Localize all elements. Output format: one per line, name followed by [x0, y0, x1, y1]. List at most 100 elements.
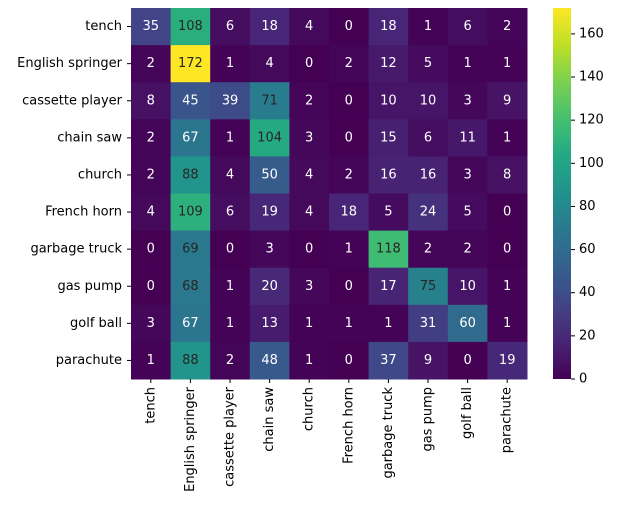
cell-value-label: 2 — [147, 56, 155, 71]
heatmap-cell — [368, 119, 409, 157]
heatmap-cell — [210, 267, 251, 306]
y-tick-label: golf ball — [70, 316, 122, 331]
heatmap-cell — [249, 341, 290, 380]
heatmap-cell — [487, 230, 528, 269]
heatmap-cell — [447, 193, 488, 232]
cell-value-label: 19 — [261, 205, 278, 220]
heatmap-cell — [368, 230, 409, 269]
cell-value-label: 2 — [345, 167, 353, 182]
cell-value-label: 0 — [147, 242, 155, 257]
heatmap-cell — [447, 45, 488, 83]
x-tick-label: parachute — [500, 387, 515, 453]
cell-value-label: 1 — [305, 316, 313, 331]
heatmap-cell — [170, 8, 211, 46]
colorbar-tick-label: 160 — [579, 26, 604, 41]
cell-value-label: 118 — [376, 242, 401, 257]
cell-value-label: 1 — [463, 56, 471, 71]
cell-value-label: 2 — [305, 93, 313, 108]
heatmap-cell — [487, 267, 528, 306]
heatmap-cell — [249, 304, 290, 343]
cell-value-label: 3 — [463, 93, 471, 108]
heatmap-cell — [170, 156, 211, 194]
cell-value-label: 8 — [147, 93, 155, 108]
heatmap-cell — [131, 119, 172, 157]
cell-value-label: 4 — [305, 19, 313, 34]
heatmap-cell — [447, 341, 488, 380]
heatmap-cell — [289, 45, 330, 83]
cell-value-label: 6 — [226, 205, 234, 220]
heatmap-cell — [447, 230, 488, 269]
heatmap-cell — [408, 230, 449, 269]
x-tick-label: gas pump — [421, 387, 436, 452]
cell-value-label: 12 — [380, 56, 397, 71]
heatmap-cell — [131, 156, 172, 194]
heatmap-cell — [170, 341, 211, 380]
heatmap-cell — [329, 8, 370, 46]
heatmap-cell — [408, 156, 449, 194]
heatmap-cell — [447, 8, 488, 46]
heatmap-cell — [210, 193, 251, 232]
cell-value-label: 1 — [226, 279, 234, 294]
cell-value-label: 88 — [182, 353, 199, 368]
cell-value-label: 35 — [143, 19, 160, 34]
heatmap-cell — [289, 230, 330, 269]
colorbar: 0 20 40 60 80 100 120 140 160 — [553, 8, 604, 387]
heatmap-cell — [329, 230, 370, 269]
cell-value-label: 1 — [503, 316, 511, 331]
heatmap-cell — [210, 341, 251, 380]
heatmap-cell — [368, 82, 409, 120]
y-axis: tench English springer cassette player chai… — [17, 19, 131, 368]
heatmap-cell — [329, 82, 370, 120]
heatmap-cell — [329, 193, 370, 232]
cell-value-label: 1 — [147, 353, 155, 368]
cell-value-label: 0 — [305, 56, 313, 71]
colorbar-gradient — [553, 8, 571, 379]
heatmap-cell — [170, 119, 211, 157]
heatmap-cell — [487, 304, 528, 343]
y-tick-label: French horn — [45, 205, 122, 220]
cell-value-label: 75 — [420, 279, 437, 294]
heatmap-cell — [289, 8, 330, 46]
heatmap-cell — [289, 119, 330, 157]
heatmap-cell — [289, 156, 330, 194]
heatmap-cell — [368, 8, 409, 46]
x-tick-label: garbage truck — [381, 387, 396, 479]
heatmap-cell — [249, 230, 290, 269]
cell-value-label: 109 — [178, 205, 203, 220]
heatmap-cell — [368, 193, 409, 232]
cell-value-label: 19 — [499, 353, 516, 368]
heatmap-cell — [408, 193, 449, 232]
heatmap-cell — [210, 45, 251, 83]
heatmap-cell — [131, 45, 172, 83]
colorbar-tick-label: 120 — [579, 113, 604, 128]
cell-value-label: 1 — [345, 316, 353, 331]
cell-value-label: 2 — [147, 167, 155, 182]
heatmap-cell — [170, 193, 211, 232]
cell-value-label: 15 — [380, 130, 397, 145]
cell-value-label: 1 — [305, 353, 313, 368]
x-tick-label: tench — [143, 387, 158, 424]
heatmap-cell — [131, 8, 172, 46]
x-tick-label: church — [302, 387, 317, 431]
heatmap-cell — [210, 156, 251, 194]
cell-value-label: 9 — [503, 93, 511, 108]
cell-value-label: 10 — [420, 93, 437, 108]
heatmap-cell — [368, 45, 409, 83]
heatmap-cell — [408, 341, 449, 380]
x-tick-label: cassette player — [223, 386, 238, 487]
heatmap-cell — [447, 82, 488, 120]
heatmap-cell — [487, 45, 528, 83]
cell-value-label: 1 — [226, 56, 234, 71]
cell-value-label: 1 — [503, 56, 511, 71]
heatmap-cell — [170, 230, 211, 269]
cell-value-label: 3 — [305, 130, 313, 145]
cell-value-label: 0 — [503, 205, 511, 220]
cell-value-label: 67 — [182, 130, 199, 145]
cell-value-label: 2 — [503, 19, 511, 34]
cell-value-label: 5 — [384, 205, 392, 220]
cell-value-label: 0 — [345, 353, 353, 368]
colorbar-tick-label: 80 — [579, 199, 596, 214]
heatmap-cell — [487, 341, 528, 380]
cell-value-label: 1 — [503, 130, 511, 145]
heatmap-cell — [329, 341, 370, 380]
